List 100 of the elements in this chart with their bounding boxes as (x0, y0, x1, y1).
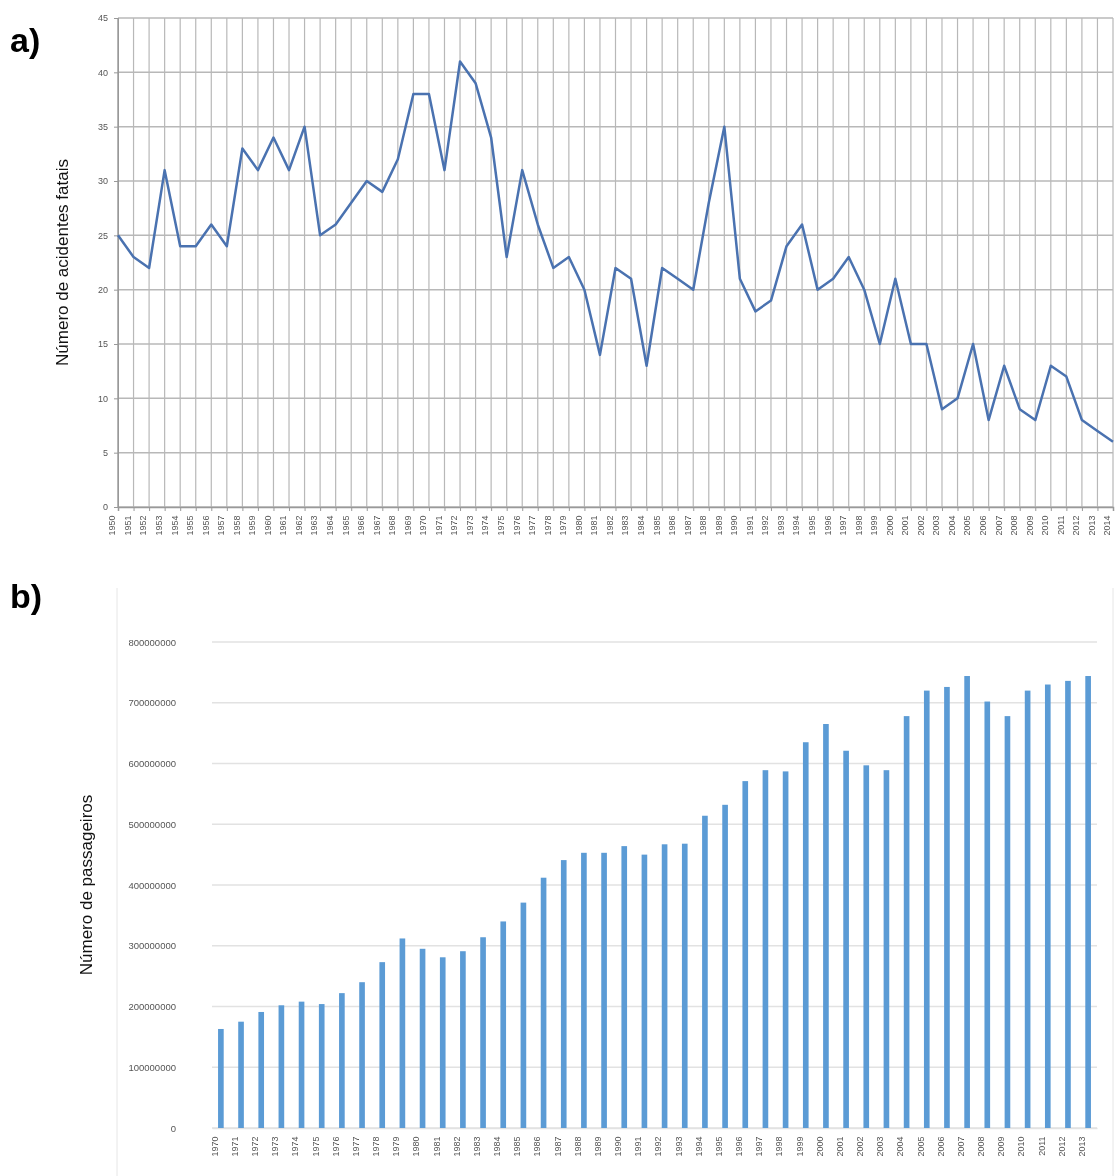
x-tick-label: 2010 (1040, 515, 1051, 536)
x-tick-label: 1980 (573, 515, 584, 536)
x-tick-label: 1993 (673, 1136, 684, 1157)
x-tick-label: 1975 (310, 1136, 321, 1157)
x-tick-label: 1990 (729, 515, 740, 536)
bar (238, 1021, 244, 1128)
x-tick-label: 1999 (869, 515, 880, 536)
x-tick-label: 1998 (853, 515, 864, 536)
x-tick-label: 2000 (814, 1136, 825, 1157)
x-tick-label: 1993 (775, 515, 786, 536)
x-tick-label: 1988 (572, 1136, 583, 1157)
y-tick-label: 15 (97, 339, 108, 350)
y-tick-label: 600000000 (128, 758, 176, 770)
x-tick-label: 1980 (411, 1136, 422, 1157)
y-tick-label: 500000000 (128, 818, 176, 830)
x-tick-label: 1999 (794, 1136, 805, 1157)
x-tick-label: 1986 (667, 515, 678, 536)
x-tick-label: 2014 (1102, 515, 1113, 536)
y-tick-label: 35 (97, 122, 108, 133)
x-tick-label: 1996 (822, 515, 833, 536)
x-tick-label: 2011 (1055, 515, 1066, 535)
x-tick-label: 1964 (325, 515, 336, 536)
x-tick-label: 1984 (492, 1136, 503, 1157)
bar (964, 676, 970, 1128)
x-tick-label: 1955 (185, 515, 196, 536)
x-tick-label: 1985 (651, 515, 662, 536)
x-tick-label: 2002 (855, 1136, 866, 1157)
x-tick-label: 1990 (613, 1136, 624, 1157)
bar (500, 921, 507, 1128)
x-tick-label: 1981 (589, 515, 600, 536)
line-series (116, 60, 1115, 444)
x-tick-label: 1978 (371, 1136, 382, 1157)
bar (339, 993, 345, 1128)
x-tick-label: 1969 (402, 515, 413, 536)
x-tick-label: 1991 (633, 1136, 644, 1157)
x-tick-label: 1985 (512, 1136, 523, 1157)
bar (742, 781, 749, 1128)
x-tick-label: 1972 (250, 1136, 261, 1157)
x-tick-label: 2007 (955, 1136, 966, 1157)
x-tick-label: 2004 (895, 1136, 906, 1157)
x-tick-label: 2003 (875, 1136, 886, 1157)
x-tick-label: 2004 (946, 515, 957, 536)
x-tick-label: 1977 (350, 1136, 361, 1157)
x-tick-label: 1992 (653, 1136, 664, 1157)
bar (359, 982, 365, 1128)
y-tick-label: 30 (97, 176, 108, 187)
y-tick-label: 45 (97, 13, 108, 24)
y-tick-label: 5 (102, 448, 108, 459)
x-tick-label: 1981 (431, 1136, 442, 1157)
bar (681, 843, 688, 1128)
bar (460, 951, 466, 1128)
chart-title: a) (10, 21, 41, 59)
y-tick-label: 200000000 (128, 1001, 176, 1013)
y-tick-label: 10 (97, 393, 108, 404)
x-tick-label: 1998 (774, 1136, 785, 1157)
x-tick-label: 1992 (760, 515, 771, 536)
y-tick-label: 700000000 (128, 697, 176, 709)
bar (318, 1004, 325, 1128)
x-tick-label: 1973 (464, 515, 475, 536)
x-tick-label: 1972 (449, 515, 460, 536)
x-tick-label: 1994 (791, 515, 802, 536)
y-tick-label: 0 (102, 502, 108, 513)
y-tick-label: 20 (97, 285, 108, 296)
bar (923, 690, 930, 1128)
y-axis-title: Número de passageiros (77, 794, 96, 976)
x-tick-label: 1978 (542, 515, 553, 536)
bar (218, 1028, 224, 1128)
x-tick-label: 1970 (418, 515, 429, 536)
x-tick-label: 2002 (915, 515, 926, 536)
x-tick-label: 1982 (451, 1136, 462, 1157)
y-tick-label: 0 (170, 1122, 176, 1134)
x-tick-label: 1963 (309, 515, 320, 536)
x-tick-label: 1996 (734, 1136, 745, 1157)
x-tick-label: 1967 (371, 515, 382, 536)
x-tick-label: 1976 (511, 515, 522, 536)
x-tick-label: 1961 (278, 515, 289, 536)
x-tick-label: 1986 (532, 1136, 543, 1157)
bar (702, 815, 708, 1128)
x-tick-label: 1987 (682, 515, 693, 536)
bar (802, 742, 809, 1128)
x-tick-label: 1979 (391, 1136, 402, 1157)
bar (581, 852, 587, 1128)
x-tick-label: 1951 (122, 515, 133, 536)
y-tick-label: 300000000 (128, 940, 176, 952)
x-tick-label: 2007 (993, 515, 1004, 536)
bar (863, 765, 870, 1128)
x-tick-label: 1954 (169, 515, 180, 536)
x-tick-label: 1970 (209, 1136, 220, 1157)
x-tick-label: 1991 (744, 515, 755, 536)
y-tick-label: 25 (97, 230, 108, 241)
x-tick-label: 2013 (1086, 515, 1097, 536)
x-tick-label: 1950 (107, 515, 118, 536)
x-tick-label: 1952 (138, 515, 149, 536)
x-tick-label: 1971 (433, 515, 444, 536)
x-tick-label: 1997 (838, 515, 849, 536)
x-tick-label: 1965 (340, 515, 351, 536)
x-tick-label: 1960 (262, 515, 273, 536)
x-tick-label: 1997 (754, 1136, 765, 1157)
x-tick-label: 1958 (231, 515, 242, 536)
x-tick-label: 1982 (604, 515, 615, 536)
